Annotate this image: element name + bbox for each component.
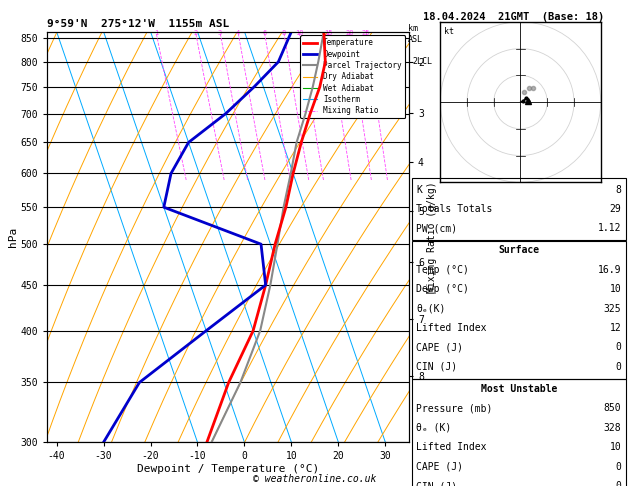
Text: 10: 10 [295,30,303,35]
Text: Lifted Index: Lifted Index [416,323,487,333]
Text: PW (cm): PW (cm) [416,224,457,233]
Text: 0: 0 [616,462,621,471]
Text: θₑ(K): θₑ(K) [416,304,446,313]
Text: 29: 29 [610,204,621,214]
Text: 8: 8 [616,185,621,194]
Text: Most Unstable: Most Unstable [481,384,557,394]
Text: K: K [416,185,422,194]
Text: Surface: Surface [498,245,540,255]
Text: Dewp (°C): Dewp (°C) [416,284,469,294]
Text: 1: 1 [154,30,158,35]
Y-axis label: Mixing Ratio (g/kg): Mixing Ratio (g/kg) [426,181,437,293]
Text: CAPE (J): CAPE (J) [416,462,464,471]
Text: 325: 325 [604,304,621,313]
Y-axis label: hPa: hPa [8,227,18,247]
Text: 0: 0 [616,481,621,486]
Text: 2LCL: 2LCL [413,57,433,67]
Text: θₑ (K): θₑ (K) [416,423,452,433]
Text: © weatheronline.co.uk: © weatheronline.co.uk [253,473,376,484]
Text: 0: 0 [616,362,621,372]
Text: 0: 0 [616,343,621,352]
Text: 328: 328 [604,423,621,433]
Text: Pressure (mb): Pressure (mb) [416,403,493,413]
X-axis label: Dewpoint / Temperature (°C): Dewpoint / Temperature (°C) [137,464,319,474]
Text: 4: 4 [236,30,240,35]
Text: 16.9: 16.9 [598,265,621,275]
Text: Totals Totals: Totals Totals [416,204,493,214]
Text: 12: 12 [610,323,621,333]
Text: 8: 8 [282,30,286,35]
Text: 3: 3 [218,30,222,35]
Text: CIN (J): CIN (J) [416,362,457,372]
Text: 6: 6 [262,30,267,35]
Text: 2: 2 [193,30,198,35]
Text: 1.12: 1.12 [598,224,621,233]
Text: km
ASL: km ASL [408,24,423,44]
Text: CIN (J): CIN (J) [416,481,457,486]
Text: 9°59'N  275°12'W  1155m ASL: 9°59'N 275°12'W 1155m ASL [47,19,230,30]
Text: 850: 850 [604,403,621,413]
Text: 18.04.2024  21GMT  (Base: 18): 18.04.2024 21GMT (Base: 18) [423,12,604,22]
Text: 20: 20 [345,30,353,35]
Text: kt: kt [443,27,454,35]
Text: Lifted Index: Lifted Index [416,442,487,452]
Text: Temp (°C): Temp (°C) [416,265,469,275]
Text: CAPE (J): CAPE (J) [416,343,464,352]
Text: 10: 10 [610,442,621,452]
Text: 10: 10 [610,284,621,294]
Legend: Temperature, Dewpoint, Parcel Trajectory, Dry Adiabat, Wet Adiabat, Isotherm, Mi: Temperature, Dewpoint, Parcel Trajectory… [301,35,405,118]
Text: 15: 15 [324,30,332,35]
Text: 25: 25 [362,30,370,35]
